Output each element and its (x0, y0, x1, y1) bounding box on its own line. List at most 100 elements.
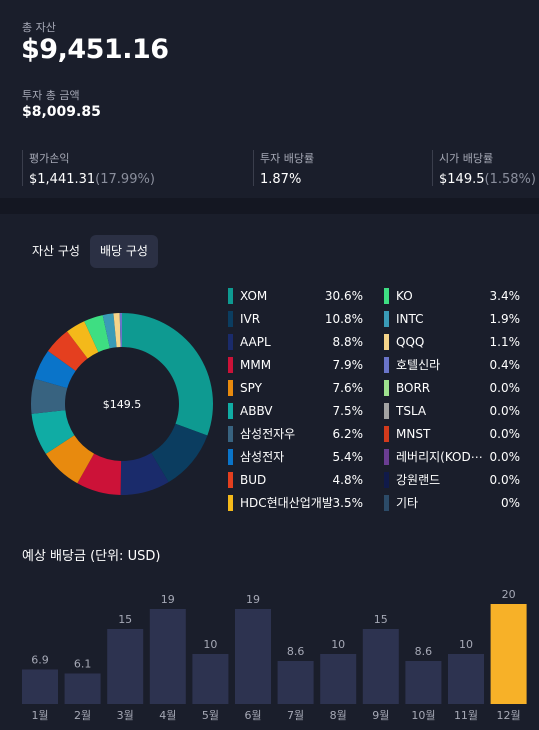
donut-slice-2[interactable] (120, 452, 169, 495)
legend-item: QQQ 1.1% (384, 334, 520, 357)
bar-6[interactable] (235, 609, 271, 704)
legend-swatch (228, 449, 233, 465)
legend-name: 기타 (396, 496, 419, 510)
legend-swatch (384, 357, 389, 373)
bar-9[interactable] (362, 629, 399, 704)
legend-value: 6.2% (332, 427, 364, 441)
bar-value-label: 8.6 (415, 645, 433, 658)
donut-slice-10[interactable] (84, 315, 110, 353)
legend-item: BORR 0.0% (384, 380, 520, 403)
monthly-dividend-bar-chart: 6.9 1월 6.1 2월 15 3월 19 4월 10 5월 19 6월 8.6 7월 10 8월 15 9월 8… (22, 588, 527, 722)
bar-value-label: 19 (246, 593, 260, 606)
legend-name: 강원랜드 (396, 473, 441, 487)
donut-slice-4[interactable] (45, 435, 95, 484)
legend-item: INTC 1.9% (384, 311, 520, 334)
stat-profit-label: 평가손익 (29, 152, 70, 165)
legend-item: SPY 7.6% (228, 380, 363, 403)
bar-12[interactable] (490, 604, 527, 704)
month-tick-label: 9월 (372, 709, 389, 722)
tab-asset-composition[interactable]: 자산 구성 (32, 244, 80, 258)
legend-item: TSLA 0.0% (384, 403, 520, 426)
stat-market-yield-label: 시가 배당률 (439, 152, 494, 165)
legend-swatch (228, 311, 233, 327)
legend-item: 레버리지(KOD⋯ 0.0% (384, 449, 520, 472)
donut-center-label: $149.5 (103, 398, 142, 411)
total-invested-label: 투자 총 금액 (22, 89, 80, 102)
legend-value: 0% (500, 496, 520, 510)
legend-name: MNST (396, 427, 431, 441)
donut-slice-3[interactable] (77, 453, 122, 495)
bar-8[interactable] (320, 654, 357, 704)
legend-swatch (384, 472, 389, 488)
bar-value-label: 6.9 (31, 654, 49, 667)
bar-value-label: 10 (459, 638, 473, 651)
legend-left-column: XOM 30.6% IVR 10.8% AAPL 8.8% MMM 7.9% SPY 7.6% AB… (228, 288, 363, 518)
stat-market-yield-percent: (1.58%) (484, 172, 536, 187)
dividend-donut-chart: $149.5 (30, 313, 213, 495)
bar-7[interactable] (277, 661, 314, 704)
donut-slice-9[interactable] (67, 321, 99, 359)
legend-name: INTC (396, 312, 424, 326)
stat-profit-value: $1,441.31 (29, 172, 96, 187)
legend-item: 삼성전자 5.4% (228, 449, 363, 472)
bar-10[interactable] (405, 661, 442, 704)
legend-value: 3.4% (489, 289, 521, 303)
legend-value: 4.8% (332, 473, 364, 487)
donut-slice-6[interactable] (30, 378, 68, 414)
bar-4[interactable] (149, 609, 186, 704)
donut-slice-1[interactable] (151, 423, 208, 483)
donut-slice-8[interactable] (47, 331, 88, 371)
legend-swatch (384, 426, 389, 442)
bar-value-label: 15 (374, 613, 388, 626)
legend-swatch (228, 380, 233, 396)
donut-slice-11[interactable] (102, 313, 117, 349)
legend-item: KO 3.4% (384, 288, 520, 311)
donut-slice-5[interactable] (31, 410, 75, 454)
stat-market-yield-value: $149.5 (439, 172, 485, 187)
month-tick-label: 6월 (244, 709, 261, 722)
stat-profit: 평가손익 $1,441.31(17.99%) (22, 150, 242, 187)
legend-value: 0.4% (489, 358, 521, 372)
total-assets-value: $9,451.16 (21, 34, 169, 65)
bar-11[interactable] (448, 654, 484, 704)
bar-value-label: 20 (502, 588, 516, 601)
tab-dividend-composition[interactable]: 배당 구성 (90, 235, 158, 268)
legend-swatch (228, 288, 233, 304)
legend-swatch (228, 472, 233, 488)
bar-1[interactable] (22, 669, 58, 705)
month-tick-label: 10월 (411, 709, 435, 722)
bar-3[interactable] (107, 629, 144, 704)
legend-value: 1.9% (489, 312, 521, 326)
legend-swatch (228, 357, 233, 373)
donut-slice-0[interactable] (122, 313, 213, 436)
legend-swatch (384, 495, 389, 511)
bar-value-label: 6.1 (74, 658, 92, 671)
legend-item: 기타 0% (384, 495, 520, 518)
legend-item: IVR 10.8% (228, 311, 363, 334)
donut-slice-12[interactable] (113, 313, 121, 348)
month-tick-label: 11월 (454, 709, 478, 722)
legend-right-column: KO 3.4% INTC 1.9% QQQ 1.1% 호텔신라 0.4% BORR 0.0% TSL… (384, 288, 520, 518)
legend-swatch (228, 426, 233, 442)
donut-slice-7[interactable] (34, 351, 76, 389)
legend-value: 3.5% (332, 496, 364, 510)
legend-value: 0.0% (489, 427, 521, 441)
legend-swatch (228, 495, 233, 511)
legend-swatch (228, 403, 233, 419)
legend-value: 5.4% (332, 450, 364, 464)
bar-5[interactable] (192, 654, 229, 704)
legend-swatch (384, 380, 389, 396)
legend-item: 호텔신라 0.4% (384, 357, 520, 380)
donut-slice-13[interactable] (119, 313, 122, 348)
legend-value: 0.0% (489, 381, 521, 395)
total-assets-label: 총 자산 (22, 21, 56, 34)
total-invested-value: $8,009.85 (22, 104, 101, 120)
month-tick-label: 4월 (159, 709, 176, 722)
stat-invest-yield-label: 투자 배당률 (260, 152, 315, 165)
legend-value: 7.5% (332, 404, 364, 418)
bar-2[interactable] (64, 673, 101, 705)
legend-swatch (384, 403, 389, 419)
bar-value-label: 19 (161, 593, 175, 606)
legend-name: BORR (396, 381, 431, 395)
legend-value: 0.0% (489, 473, 521, 487)
